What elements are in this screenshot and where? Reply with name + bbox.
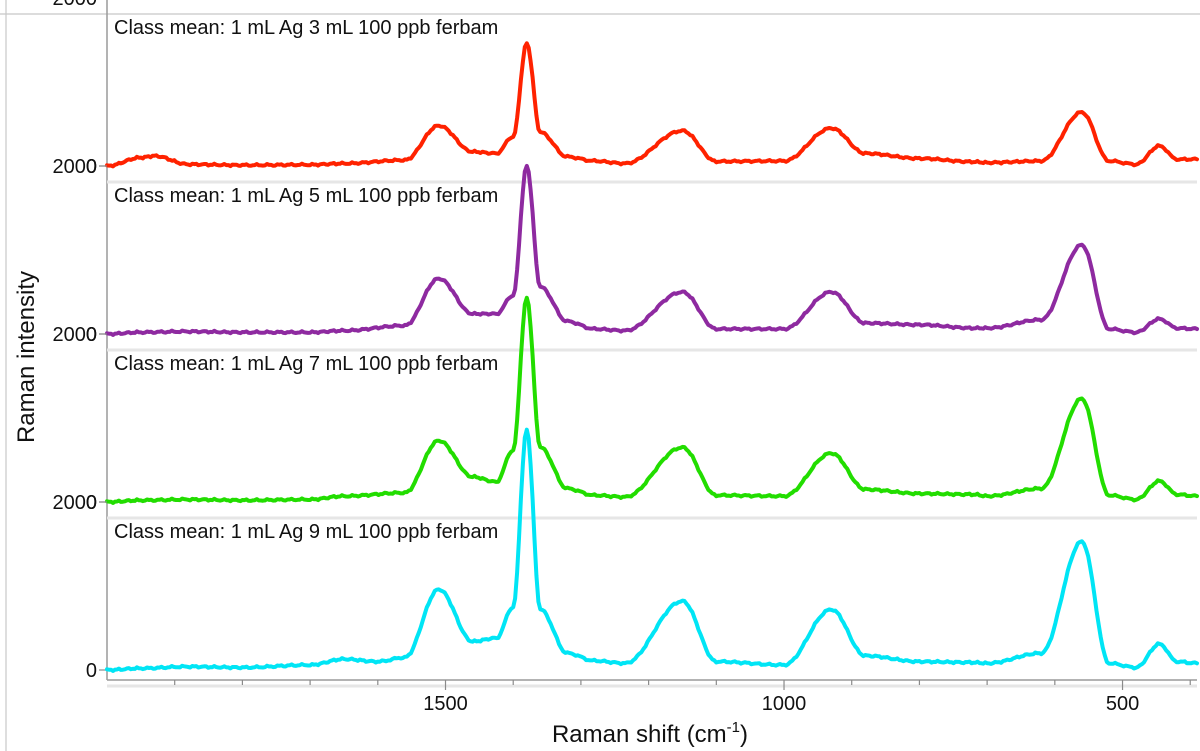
spectrum-line-3: [105, 295, 1199, 505]
x-tick-label: 1000: [762, 693, 807, 715]
y-tick-label: 2000: [53, 156, 98, 178]
x-axis-title-main: Raman shift (cm: [552, 721, 727, 748]
y-tick-label: 0: [86, 156, 97, 178]
x-axis-title: Raman shift (cm-1): [552, 719, 748, 748]
spectrum-line-4: [105, 427, 1199, 673]
x-axis-title-superscript: -1: [727, 719, 740, 736]
spectrum-line-2: [105, 163, 1199, 337]
y-axis-title: Raman intensity: [13, 271, 40, 443]
y-tick-label: 2000: [53, 0, 98, 10]
y-tick-label: 0: [86, 492, 97, 514]
x-tick-label: 1500: [423, 693, 468, 715]
spectrum-line-1: [105, 41, 1199, 169]
panel-title: Class mean: 1 mL Ag 7 mL 100 ppb ferbam: [114, 353, 498, 375]
panel-title: Class mean: 1 mL Ag 3 mL 100 ppb ferbam: [114, 17, 498, 39]
y-tick-label: 0: [86, 660, 97, 682]
panel-title: Class mean: 1 mL Ag 5 mL 100 ppb ferbam: [114, 185, 498, 207]
x-axis-title-end: ): [740, 721, 748, 748]
panel-title: Class mean: 1 mL Ag 9 mL 100 ppb ferbam: [114, 521, 498, 543]
y-tick-label: 2000: [53, 324, 98, 346]
y-tick-label: 2000: [53, 492, 98, 514]
x-ticks-layer: 1500 1000 500: [174, 680, 1191, 715]
y-tick-label: 0: [86, 324, 97, 346]
x-tick-label: 500: [1106, 693, 1139, 715]
